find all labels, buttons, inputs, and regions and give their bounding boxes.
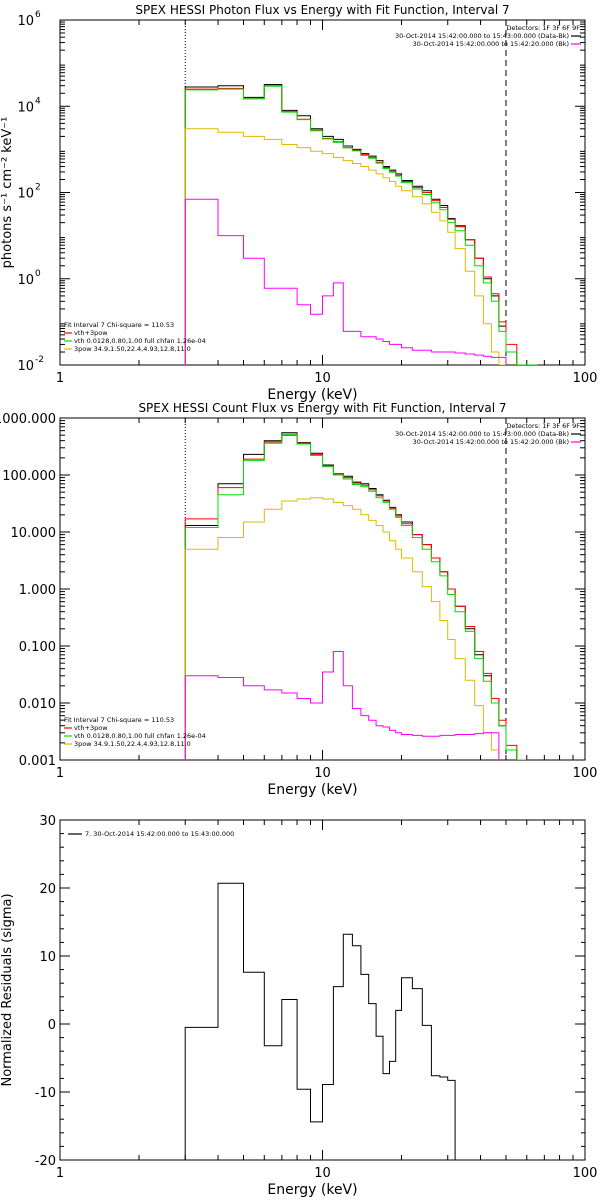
photon-flux-panel: SPEX HESSI Photon Flux vs Energy with Fi…: [0, 3, 597, 403]
y-tick-label: 10: [39, 950, 56, 965]
x-tick-label: 1: [56, 766, 64, 781]
x-tick-label: 100: [573, 1166, 598, 1181]
y-axis-label: photons s⁻¹ cm⁻² keV⁻¹: [0, 117, 15, 269]
series-group: [184, 432, 527, 760]
fit-legend-label: vth+3pow: [74, 724, 108, 732]
y-tick-label: 0: [48, 1018, 56, 1033]
residuals-panel: 1 10 100 -20 -10 0 10 20 30 Energy (keV) Normalize…: [0, 814, 597, 1198]
y-tick-label: 1.000: [19, 583, 56, 598]
fit-legend-label: 3pow 34.9,1.50,22.4,4.93,12.8,11.0: [74, 345, 191, 353]
y-tick-label: 10: [17, 14, 34, 29]
y-tick-exponent: 6: [35, 10, 41, 20]
y-tick-exponent: -2: [35, 355, 44, 365]
x-tick-label: 1: [56, 371, 64, 386]
count-flux-panel: SPEX HESSI Count Flux vs Energy with Fit…: [0, 401, 597, 798]
x-tick-label: 100: [573, 766, 598, 781]
y-tick-exponent: 2: [35, 183, 41, 193]
x-tick-label: 10: [314, 766, 331, 781]
y-tick-exponent: 4: [35, 96, 41, 106]
y-tick-label: 0.010: [19, 697, 56, 712]
detector-legend-label: 30-Oct-2014 15:42:00.000 to 15:42:20.000…: [413, 438, 569, 446]
series-0-histogram: [184, 882, 456, 1160]
y-tick-label: -10: [35, 1086, 56, 1101]
y-tick-label: 30: [39, 814, 56, 829]
fit-legend-label: vth 0.0128,0.80,1.00 full chfan 1.26e-04: [74, 732, 206, 740]
series-group: [184, 84, 538, 365]
residual-legend-label: 7. 30-Oct-2014 15:42:00.000 to 15:43:00.…: [85, 830, 234, 838]
y-tick-label: 0.100: [19, 640, 56, 655]
series-4-histogram: [184, 651, 500, 760]
detector-legend-label: 30-Oct-2014 15:42:00.000 to 15:42:20.000…: [413, 40, 569, 48]
fit-legend-label: vth 0.0128,0.80,1.00 full chfan 1.26e-04: [74, 337, 206, 345]
series-3-histogram: [184, 497, 500, 760]
x-axis-label: Energy (keV): [267, 782, 357, 798]
y-tick-label: 20: [39, 882, 56, 897]
x-axis-label: Energy (keV): [267, 1182, 357, 1198]
series-4-histogram: [184, 198, 507, 365]
x-tick-label: 100: [573, 371, 598, 386]
detector-legend-label: 30-Oct-2014 15:42:00.000 to 15:43:00.000…: [395, 32, 569, 40]
series-2-histogram: [184, 85, 538, 365]
x-tick-label: 1: [56, 1166, 64, 1181]
y-tick-label: 10: [17, 187, 34, 202]
x-axis-label: Energy (keV): [267, 387, 357, 403]
y-tick-exponent: 0: [35, 269, 41, 279]
y-axis-label: Normalized Residuals (sigma): [0, 893, 15, 1086]
series-group: [184, 882, 456, 1160]
fit-legend-header: Fit Interval 7 Chi-square = 110.53: [64, 321, 174, 329]
y-tick-label: 10: [17, 359, 34, 374]
series-2-histogram: [184, 433, 527, 760]
y-tick-label: 1000.000: [0, 412, 56, 427]
detector-legend-header: Detectors: 1F 3F 6F 9F: [506, 422, 580, 430]
chart-title: SPEX HESSI Count Flux vs Energy with Fit…: [138, 401, 506, 415]
y-tick-label: 10: [17, 273, 34, 288]
y-tick-label: 10.000: [11, 526, 57, 541]
y-tick-label: 100.000: [2, 469, 56, 484]
x-tick-label: 10: [314, 371, 331, 386]
detector-legend-header: Detectors: 1F 3F 6F 9F: [506, 24, 580, 32]
series-3-histogram: [184, 128, 506, 365]
detector-legend-label: 30-Oct-2014 15:42:00.000 to 15:43:00.000…: [395, 430, 569, 438]
fit-legend-label: vth+3pow: [74, 329, 108, 337]
fit-legend-header: Fit Interval 7 Chi-square = 110.53: [64, 716, 174, 724]
y-tick-label: -20: [35, 1154, 56, 1169]
y-tick-label: 10: [17, 100, 34, 115]
chart-title: SPEX HESSI Photon Flux vs Energy with Fi…: [135, 3, 509, 17]
x-tick-label: 10: [314, 1166, 331, 1181]
fit-legend-label: 3pow 34.9,1.50,22.4,4.93,12.8,11.0: [74, 740, 191, 748]
y-tick-label: 0.001: [19, 754, 56, 769]
